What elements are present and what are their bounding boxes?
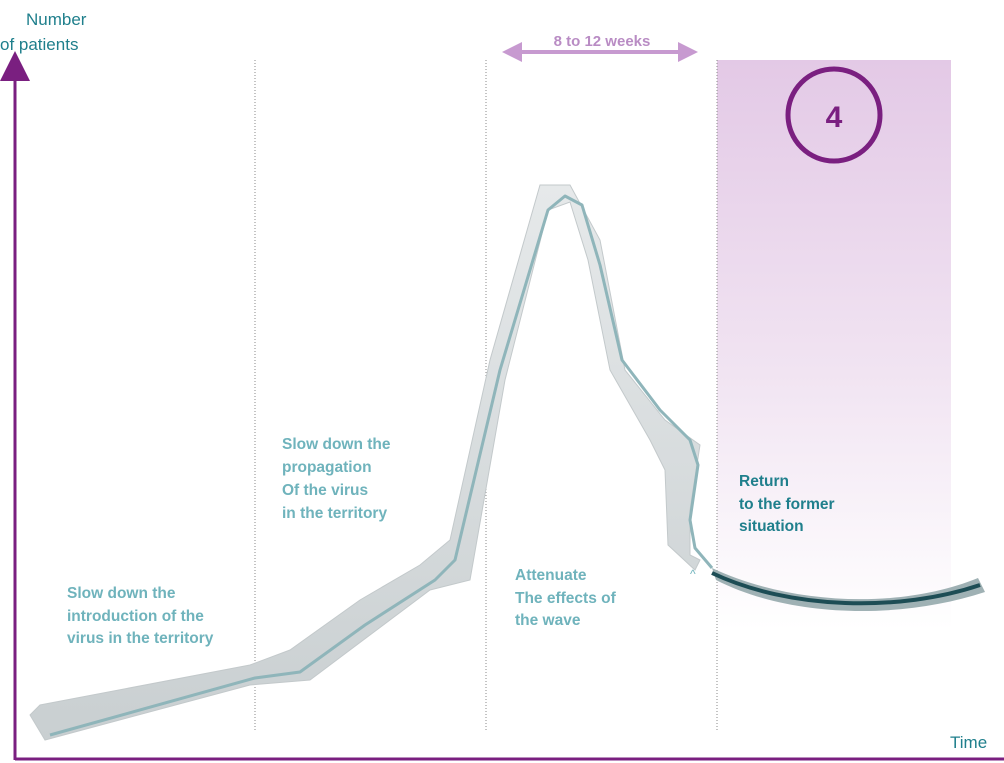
x-axis-label: Time	[950, 733, 987, 752]
phase-1-label: Slow down the introduction of the virus …	[67, 585, 214, 647]
phase-number-badge	[785, 66, 883, 164]
phase-number: 4	[826, 101, 843, 134]
epidemic-curve: ^	[29, 184, 985, 741]
phase-4-label: Return to the former situation	[739, 473, 839, 535]
phase-2-label: Slow down the propagation Of the virus i…	[282, 436, 395, 522]
duration-label: 8 to 12 weeks	[554, 33, 651, 50]
curve-active-line	[711, 571, 981, 606]
duration-arrow	[502, 42, 698, 62]
phase-3-label: Attenuate The effects of the wave	[515, 567, 620, 629]
curve-caret-mark: ^	[690, 567, 696, 581]
y-axis-label-line1: Number	[26, 10, 87, 29]
curve-ribbon	[29, 184, 701, 741]
y-axis-label-line2: of patients	[0, 35, 78, 54]
phase-4-highlight	[717, 60, 951, 630]
curve-line	[49, 194, 714, 737]
